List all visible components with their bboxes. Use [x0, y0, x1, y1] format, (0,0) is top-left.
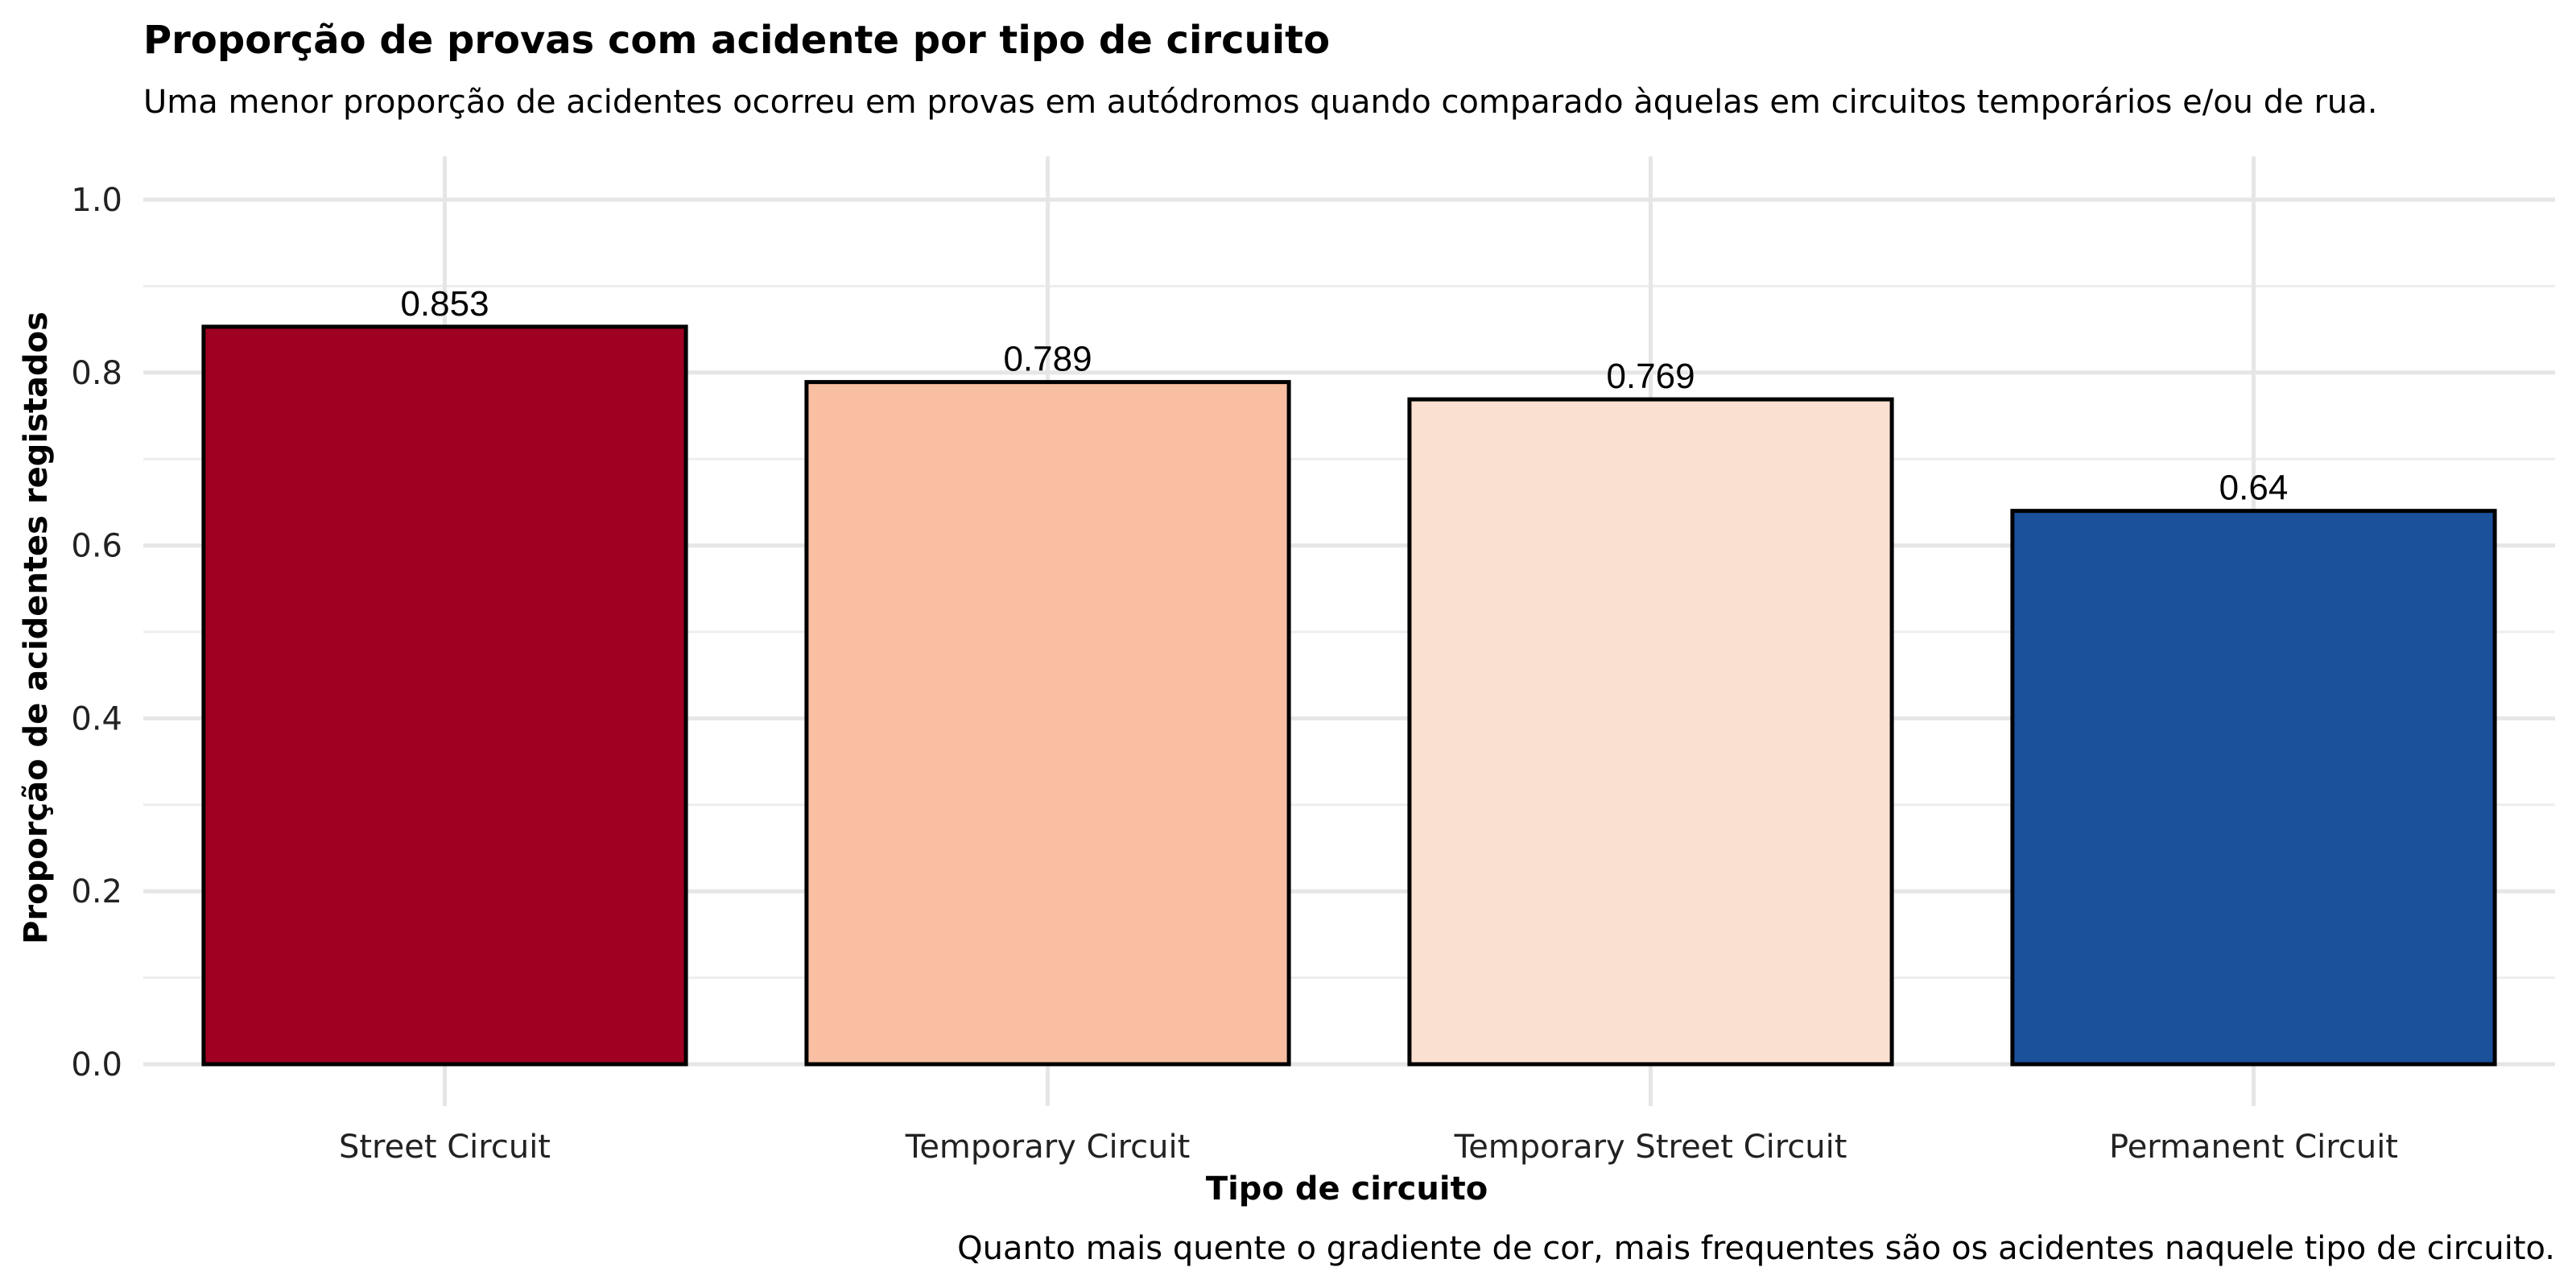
- data-label: 0.769: [1606, 357, 1695, 396]
- x-tick-label: Temporary Street Circuit: [1454, 1129, 1847, 1166]
- y-tick-label: 0.8: [71, 355, 122, 392]
- y-tick-label: 1.0: [71, 182, 122, 219]
- x-tick-label: Street Circuit: [339, 1129, 551, 1166]
- data-label: 0.64: [2219, 469, 2289, 508]
- x-axis-title: Tipo de circuito: [1206, 1170, 1488, 1208]
- y-axis-title: Proporção de acidentes registados: [18, 312, 55, 944]
- chart-subtitle: Uma menor proporção de acidentes ocorreu…: [143, 84, 2377, 121]
- bar: [201, 324, 688, 1067]
- chart-title: Proporção de provas com acidente por tip…: [143, 18, 1330, 63]
- bar: [1407, 397, 1894, 1067]
- bar: [804, 380, 1291, 1067]
- y-tick-label: 0.6: [71, 528, 122, 565]
- y-tick-label: 0.0: [71, 1046, 122, 1084]
- x-tick-label: Permanent Circuit: [2109, 1129, 2398, 1166]
- x-tick-label: Temporary Circuit: [905, 1129, 1191, 1166]
- value-labels: 0.853 0.789 0.769 0.64: [400, 284, 2288, 508]
- chart-caption: Quanto mais quente o gradiente de cor, m…: [957, 1230, 2555, 1267]
- bars: [201, 324, 2497, 1067]
- data-label: 0.853: [400, 284, 489, 324]
- y-tick-label: 0.2: [71, 873, 122, 910]
- y-axis-tick-labels: 0.0 0.2 0.4 0.6 0.8 1.0: [71, 182, 122, 1084]
- y-tick-label: 0.4: [71, 700, 122, 737]
- x-axis-tick-labels: Street Circuit Temporary Circuit Temporary…: [339, 1129, 2398, 1166]
- data-label: 0.789: [1003, 340, 1092, 379]
- bar: [2010, 509, 2497, 1067]
